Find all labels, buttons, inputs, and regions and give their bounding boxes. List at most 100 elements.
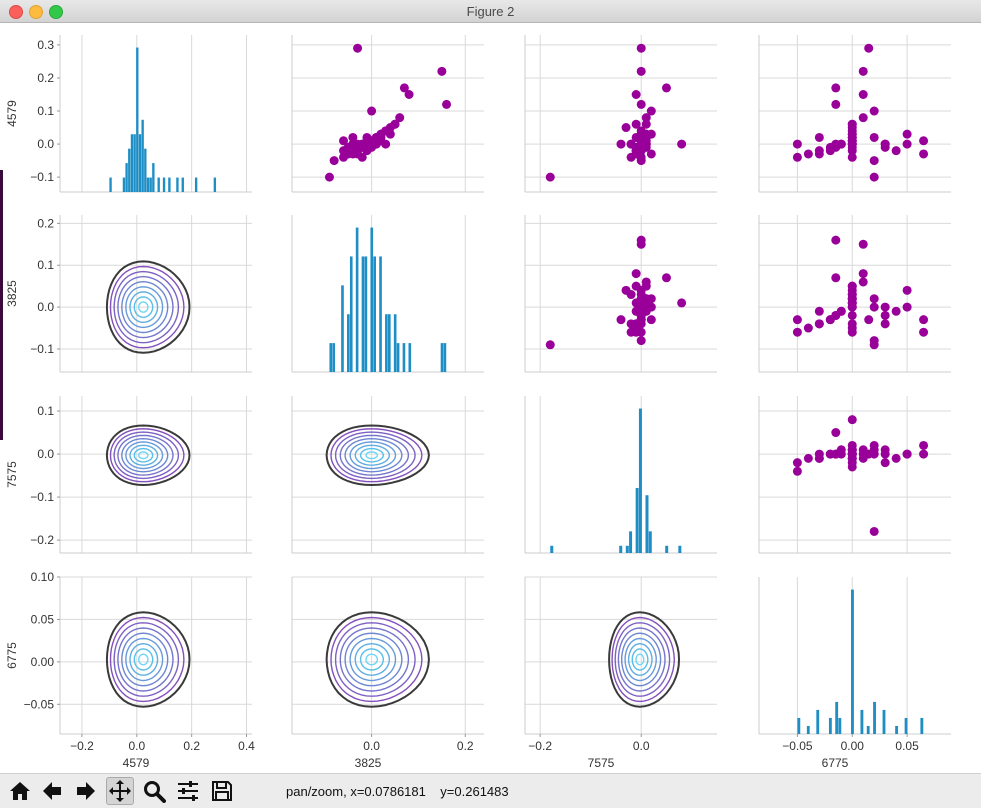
hist-bar bbox=[136, 47, 139, 192]
hist-bar bbox=[133, 134, 136, 192]
panel-3825-vs-3825[interactable] bbox=[291, 215, 484, 373]
forward-button[interactable] bbox=[72, 777, 100, 805]
panel-3825-vs-7575[interactable] bbox=[524, 215, 717, 373]
scatter-point bbox=[631, 146, 641, 156]
kde-contour bbox=[105, 611, 191, 708]
hist-bar bbox=[370, 227, 374, 372]
panel-7575-vs-4579[interactable] bbox=[59, 396, 252, 554]
x-axis-label: 4579 bbox=[123, 756, 150, 770]
hist-bar bbox=[176, 177, 179, 192]
hist-bar bbox=[402, 343, 406, 372]
scatter-point bbox=[636, 139, 646, 149]
save-figure-button[interactable] bbox=[208, 777, 236, 805]
x-tick-label: −0.05 bbox=[782, 739, 813, 753]
hist-bar bbox=[904, 717, 908, 734]
hist-bar bbox=[648, 531, 652, 553]
scatter-point bbox=[880, 458, 890, 468]
close-window-button[interactable] bbox=[9, 5, 23, 19]
scatter-point bbox=[847, 119, 857, 129]
kde-contour bbox=[354, 444, 391, 466]
scatter-point bbox=[847, 310, 857, 320]
scatter-point bbox=[437, 66, 447, 76]
scatter-point bbox=[831, 449, 841, 459]
kde-contour bbox=[624, 637, 657, 682]
scatter-point bbox=[847, 146, 857, 156]
panel-4579-vs-3825[interactable] bbox=[291, 35, 484, 193]
panel-7575-vs-7575[interactable] bbox=[524, 396, 717, 554]
panel-4579-vs-6775[interactable] bbox=[758, 35, 951, 193]
zoom-window-button[interactable] bbox=[49, 5, 63, 19]
y-axis-label: 3825 bbox=[5, 280, 19, 307]
x-tick-label: 0.0 bbox=[633, 739, 650, 753]
zoom-button[interactable] bbox=[140, 777, 168, 805]
panel-6775-vs-7575[interactable] bbox=[524, 576, 717, 735]
scatter-point bbox=[357, 152, 367, 162]
scatter-point bbox=[869, 106, 879, 116]
scatter-point bbox=[847, 139, 857, 149]
hist-bar bbox=[388, 314, 391, 372]
kde-contour bbox=[344, 437, 403, 473]
scatter-point bbox=[371, 139, 381, 149]
pairplot-svg[interactable]: 0.3 0.2 0.1 0.0 −0.1 4579 0.2 0.1 0.0 −0.1 3825 0.1… bbox=[0, 23, 981, 773]
magnifier-icon bbox=[144, 781, 166, 803]
hist-bar bbox=[396, 343, 400, 372]
hist-bar bbox=[341, 285, 344, 372]
hist-bar bbox=[873, 701, 876, 734]
figure-canvas[interactable]: 0.3 0.2 0.1 0.0 −0.1 4579 0.2 0.1 0.0 −0.1 3825 0.1… bbox=[0, 23, 981, 773]
scatter-point bbox=[353, 43, 363, 53]
y-tick-label: 0.1 bbox=[37, 104, 54, 118]
scatter-point bbox=[646, 149, 656, 159]
kde-contour bbox=[339, 627, 410, 692]
configure-subplots-button[interactable] bbox=[174, 777, 202, 805]
panel-6775-vs-6775[interactable] bbox=[758, 577, 951, 735]
panel-6775-vs-4579[interactable] bbox=[59, 576, 252, 735]
scatter-point bbox=[367, 106, 377, 116]
panel-7575-vs-6775[interactable] bbox=[758, 396, 951, 554]
scatter-point bbox=[902, 449, 912, 459]
kde-contour bbox=[117, 275, 174, 339]
kde-contour bbox=[339, 434, 410, 476]
navigation-toolbar: pan/zoom, x=0.0786181 y=0.261483 bbox=[0, 773, 981, 808]
hist-bar bbox=[181, 177, 184, 192]
scatter-point bbox=[677, 298, 687, 308]
kde-contour bbox=[359, 648, 385, 671]
scatter-point bbox=[869, 449, 879, 459]
back-button[interactable] bbox=[38, 777, 66, 805]
scatter-point bbox=[631, 89, 641, 99]
y-axis-label: 7575 bbox=[5, 461, 19, 488]
x-tick-label: 0.0 bbox=[128, 739, 145, 753]
scatter-point bbox=[814, 132, 824, 142]
x-axis-label: 6775 bbox=[822, 756, 849, 770]
scatter-point bbox=[814, 319, 824, 329]
y-axis-label: 6775 bbox=[5, 642, 19, 669]
scatter-point bbox=[636, 302, 646, 312]
panel-7575-vs-3825[interactable] bbox=[291, 396, 484, 554]
hist-bar bbox=[141, 119, 144, 192]
panel-4579-vs-7575[interactable] bbox=[524, 35, 717, 193]
y-tick-label: −0.1 bbox=[30, 170, 54, 184]
scatter-point bbox=[847, 298, 857, 308]
pan-button[interactable] bbox=[106, 777, 134, 805]
panel-3825-vs-4579[interactable] bbox=[59, 215, 252, 373]
scatter-point bbox=[858, 239, 868, 249]
kde-contour bbox=[117, 627, 174, 692]
scatter-point bbox=[902, 129, 912, 139]
x-tick-label: 0.05 bbox=[895, 739, 919, 753]
minimize-window-button[interactable] bbox=[29, 5, 43, 19]
scatter-point bbox=[891, 453, 901, 463]
hist-bar bbox=[109, 177, 112, 192]
kde-contour bbox=[344, 632, 403, 687]
kde-contour bbox=[325, 611, 430, 708]
panel-6775-vs-3825[interactable] bbox=[291, 576, 484, 735]
scatter-point bbox=[646, 106, 656, 116]
panel-4579-vs-4579[interactable] bbox=[59, 35, 252, 193]
home-button[interactable] bbox=[6, 777, 34, 805]
panel-3825-vs-6775[interactable] bbox=[758, 215, 951, 373]
hist-bar bbox=[122, 177, 126, 192]
kde-contour bbox=[133, 648, 154, 671]
sliders-icon bbox=[178, 781, 198, 801]
scatter-point bbox=[919, 136, 929, 146]
scatter-point bbox=[847, 327, 857, 337]
scatter-point bbox=[616, 315, 626, 325]
kde-contour bbox=[113, 431, 180, 480]
